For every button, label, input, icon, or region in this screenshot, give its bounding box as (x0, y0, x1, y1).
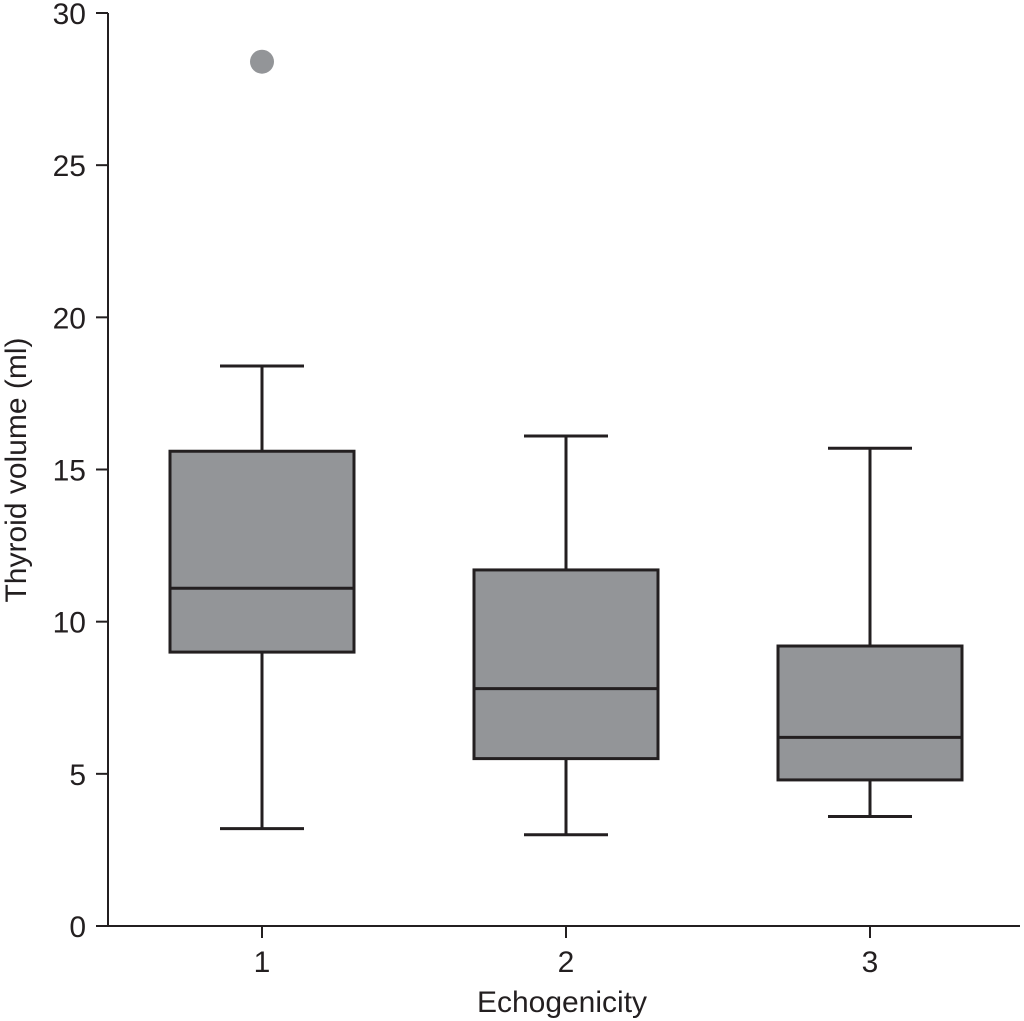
y-tick-label: 30 (53, 0, 86, 31)
y-tick-label: 5 (69, 759, 86, 792)
y-tick-label: 25 (53, 150, 86, 183)
x-tick-label: 2 (558, 946, 575, 979)
y-tick-label: 20 (53, 302, 86, 335)
boxes-layer (168, 49, 964, 837)
iqr-box (168, 449, 356, 654)
y-axis-title: Thyroid volume (ml) (0, 337, 33, 602)
x-ticks: 1 2 3 (254, 926, 879, 979)
box-group-2 (472, 434, 660, 837)
x-axis-title: Echogenicity (477, 986, 647, 1019)
y-tick-label: 0 (69, 911, 86, 944)
x-tick-label: 3 (862, 946, 879, 979)
iqr-box (472, 568, 660, 761)
y-tick-label: 15 (53, 455, 86, 488)
outlier-point (250, 49, 274, 74)
iqr-box (776, 644, 964, 782)
y-tick-label: 10 (53, 607, 86, 640)
x-tick-label: 1 (254, 946, 271, 979)
y-ticks: 0 5 10 15 20 25 30 (53, 0, 108, 944)
box-group-1 (168, 49, 356, 831)
box-group-3 (776, 446, 964, 818)
